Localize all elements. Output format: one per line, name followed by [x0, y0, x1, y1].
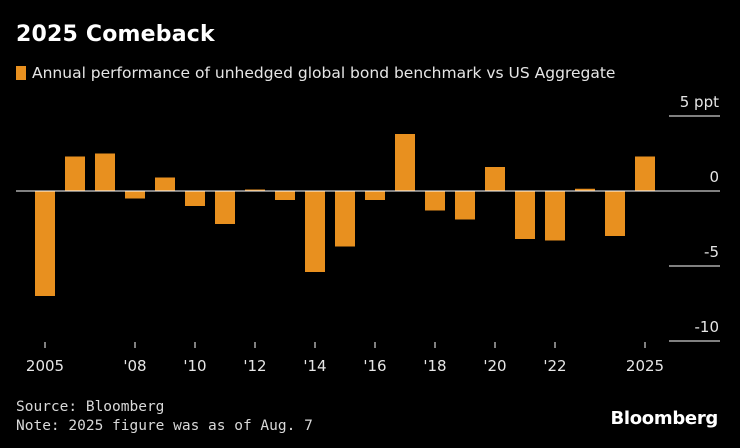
- y-tick-label: 5 ppt: [680, 93, 719, 111]
- bar-2010: [185, 191, 205, 206]
- bar-2019: [455, 191, 475, 220]
- legend-swatch: [16, 66, 26, 80]
- bar-2025: [635, 156, 655, 191]
- bar-2015: [335, 191, 355, 247]
- x-tick-label: '12: [243, 357, 266, 375]
- bar-2008: [125, 191, 145, 199]
- bar-2020: [485, 167, 505, 191]
- bar-2012: [245, 189, 265, 191]
- bar-2024: [605, 191, 625, 236]
- bar-2011: [215, 191, 235, 224]
- x-tick-label: '20: [483, 357, 506, 375]
- x-tick-label: '22: [543, 357, 566, 375]
- x-tick-label: '18: [423, 357, 446, 375]
- bar-2006: [65, 156, 85, 191]
- chart-title: 2025 Comeback: [16, 22, 215, 47]
- bar-2023: [575, 188, 595, 191]
- bar-2022: [545, 191, 565, 241]
- x-tick-label: '08: [123, 357, 146, 375]
- source-notes: Source: Bloomberg Note: 2025 figure was …: [16, 398, 313, 436]
- y-tick-label: -10: [695, 318, 720, 336]
- source-text: Source: Bloomberg: [16, 399, 165, 415]
- bar-2007: [95, 153, 115, 191]
- x-tick-label: 2025: [626, 357, 664, 375]
- bar-2017: [395, 134, 415, 191]
- bar-2014: [305, 191, 325, 272]
- legend-label: Annual performance of unhedged global bo…: [32, 64, 616, 82]
- x-tick-label: '16: [363, 357, 386, 375]
- bar-2013: [275, 191, 295, 200]
- bar-2021: [515, 191, 535, 239]
- bar-2018: [425, 191, 445, 211]
- x-tick-label: '10: [183, 357, 206, 375]
- bar-2016: [365, 191, 385, 200]
- x-tick-label: '14: [303, 357, 326, 375]
- bloomberg-logo: Bloomberg: [610, 408, 718, 429]
- x-tick-label: 2005: [26, 357, 64, 375]
- note-text: Note: 2025 figure was as of Aug. 7: [16, 418, 313, 434]
- bar-2005: [35, 191, 55, 296]
- bar-2009: [155, 177, 175, 191]
- y-tick-label: 0: [709, 168, 719, 186]
- legend: Annual performance of unhedged global bo…: [16, 64, 615, 82]
- y-tick-label: -5: [704, 243, 719, 261]
